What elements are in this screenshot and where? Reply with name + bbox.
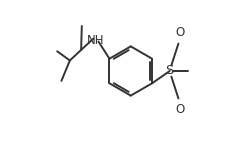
Text: O: O	[175, 103, 184, 116]
Text: O: O	[175, 26, 184, 39]
Text: NH: NH	[87, 34, 105, 47]
Text: S: S	[165, 64, 174, 78]
